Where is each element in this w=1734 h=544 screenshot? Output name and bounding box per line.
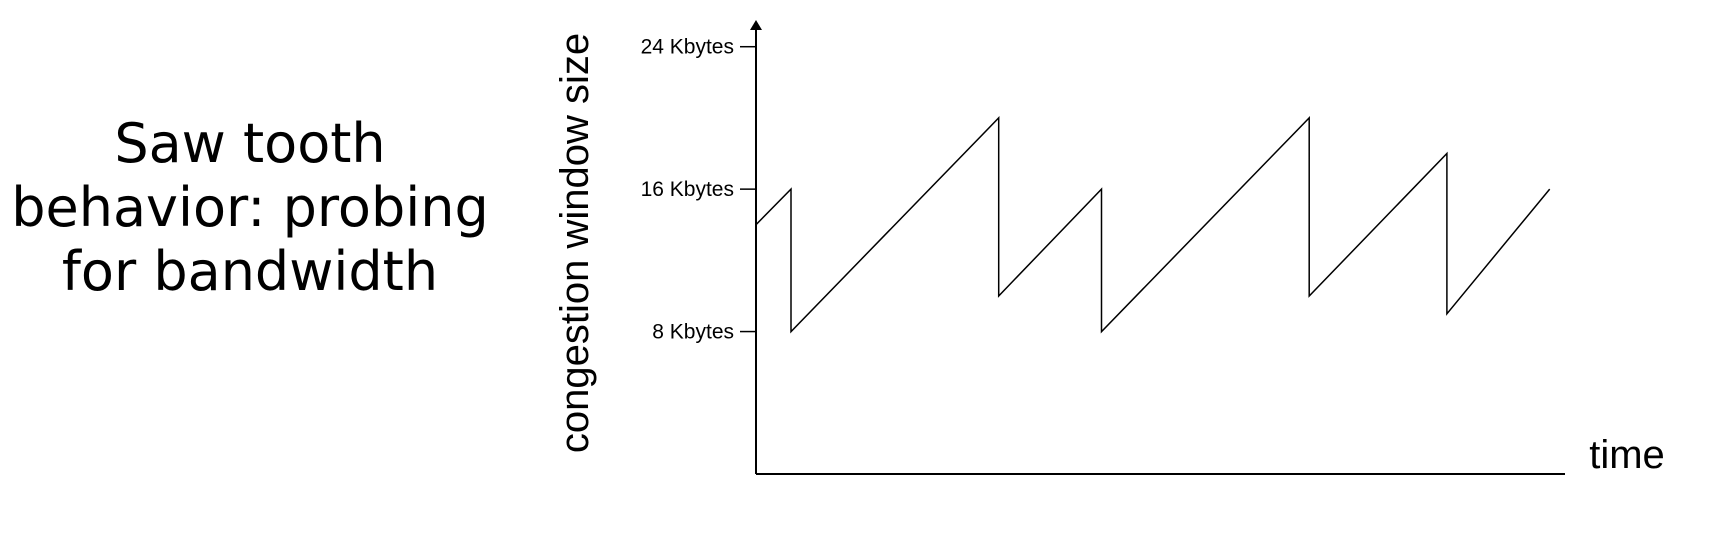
y-tick-label: 8 Kbytes bbox=[652, 321, 734, 344]
x-axis-label: time bbox=[1589, 433, 1665, 477]
caption-line-1: Saw tooth bbox=[114, 112, 386, 175]
y-tick-label: 24 Kbytes bbox=[641, 36, 734, 59]
y-axis-arrowhead bbox=[750, 20, 762, 30]
slide-caption: Saw tooth behavior: probing for bandwidt… bbox=[0, 112, 500, 304]
caption-line-2: behavior: probing bbox=[11, 176, 489, 239]
y-axis-label: congestion window size bbox=[553, 33, 597, 453]
caption-line-3: for bandwidth bbox=[61, 240, 439, 303]
chart-axes bbox=[750, 20, 1565, 475]
congestion-window-line bbox=[755, 116, 1551, 334]
y-ticks: 8 Kbytes 16 Kbytes 24 Kbytes bbox=[641, 36, 756, 344]
y-tick-label: 16 Kbytes bbox=[641, 178, 734, 201]
